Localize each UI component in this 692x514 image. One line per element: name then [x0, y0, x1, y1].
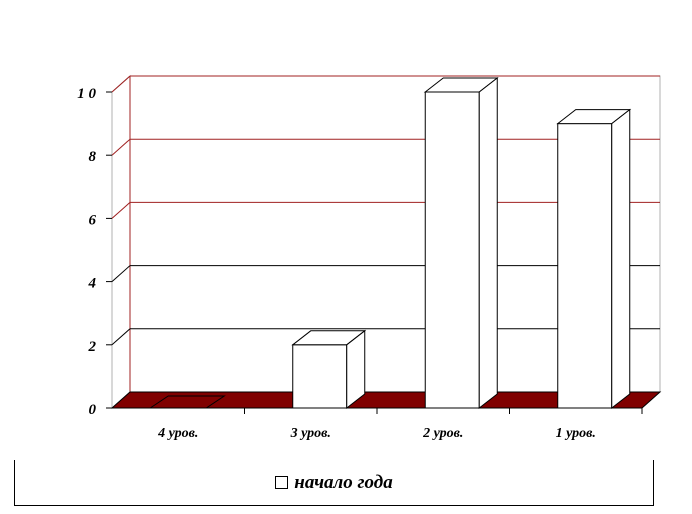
x-axis-ticks: 4 уров. 3 уров. 2 уров. 1 уров. [157, 408, 643, 441]
y-tick-label: 8 [89, 149, 97, 165]
y-tick-label: 1 0 [77, 86, 96, 102]
gridline-side [111, 75, 131, 93]
gridline-side [111, 202, 131, 219]
legend-swatch [275, 476, 289, 489]
bar [423, 76, 499, 410]
bar-top [148, 395, 226, 409]
bar-side [346, 329, 366, 410]
y-tick-label: 0 [89, 402, 97, 418]
bar-front [557, 123, 613, 409]
bars [148, 76, 632, 410]
legend: начало года [14, 460, 654, 506]
x-tick-label: 2 уров. [422, 426, 463, 441]
side-wall [111, 74, 131, 410]
bar-chart: 0 2 4 6 8 1 0 4 уров. 3 уров. 2 уров. 1 уров. [77, 74, 662, 441]
bar-side [478, 76, 498, 410]
bar [291, 329, 367, 410]
bar [556, 108, 632, 410]
bar-front [424, 91, 480, 409]
x-tick-label: 4 уров. [157, 426, 198, 441]
bar-side [611, 108, 631, 410]
gridline-side [111, 328, 131, 346]
y-axis-ticks: 0 2 4 6 8 1 0 [77, 86, 112, 418]
legend-label: начало года [294, 471, 393, 493]
y-tick-label: 2 [88, 339, 97, 355]
bar-front [292, 344, 348, 409]
gridline-side [111, 265, 131, 282]
y-tick-label: 6 [89, 212, 97, 228]
bar [148, 395, 226, 409]
gridline-side [111, 138, 131, 156]
x-tick-label: 3 уров. [290, 426, 331, 441]
x-tick-label: 1 уров. [556, 426, 596, 441]
y-tick-label: 4 [88, 276, 97, 292]
